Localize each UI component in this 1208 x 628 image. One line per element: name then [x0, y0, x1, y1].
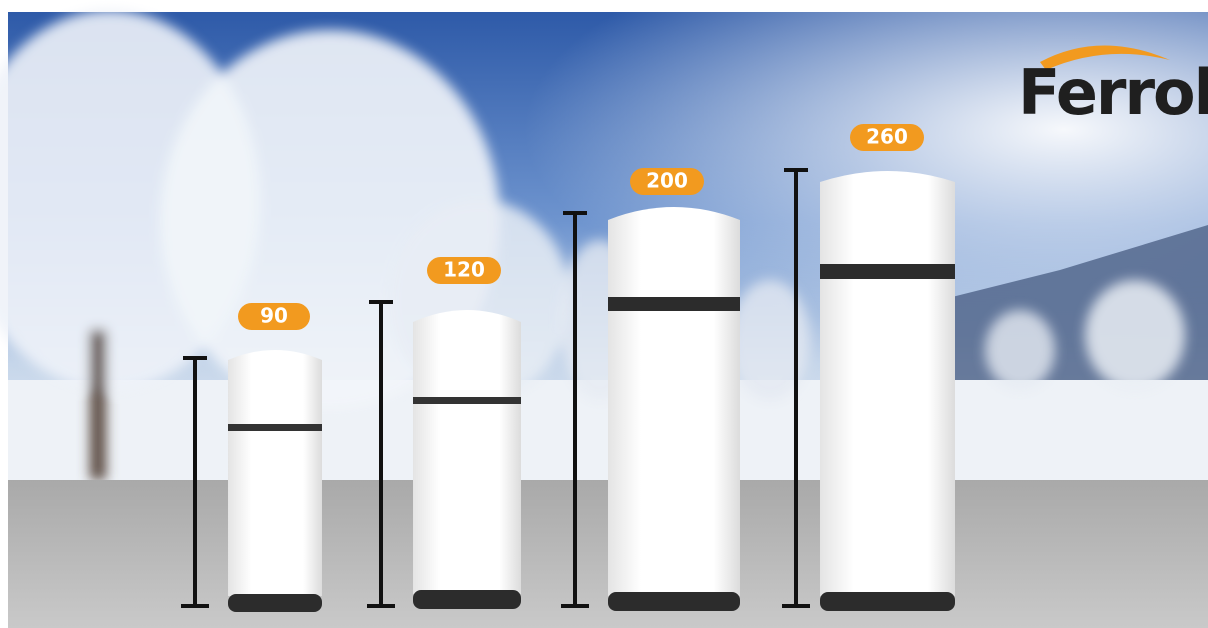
capacity-pill [850, 124, 924, 151]
height-bar [367, 300, 395, 608]
tank-base [413, 590, 521, 609]
tank-base [228, 594, 322, 612]
tank-base [820, 592, 955, 611]
capacity-pill [630, 168, 704, 195]
logo: Ferroli [1018, 45, 1208, 129]
product: 200 [561, 168, 740, 611]
capacity-label: 120 [443, 258, 485, 282]
product: 260 [782, 124, 955, 611]
height-bar [181, 356, 209, 608]
product: 90 [181, 303, 322, 612]
tank [608, 207, 740, 596]
tank-band [228, 424, 322, 431]
tank-band [608, 297, 740, 311]
capacity-label: 260 [866, 125, 908, 149]
capacity-pill [427, 257, 501, 284]
product: 120 [367, 257, 521, 609]
brand-name: Ferroli [1018, 56, 1208, 129]
tank [413, 310, 521, 594]
tank-band [820, 264, 955, 279]
tank [820, 171, 955, 596]
tank-band [413, 397, 521, 404]
capacity-label: 200 [646, 169, 688, 193]
height-bar [782, 168, 810, 608]
tank [228, 350, 322, 596]
logo-arc [1040, 45, 1170, 70]
tank-base [608, 592, 740, 611]
capacity-pill [238, 303, 310, 330]
capacity-label: 90 [260, 304, 288, 328]
height-bar [561, 211, 589, 608]
